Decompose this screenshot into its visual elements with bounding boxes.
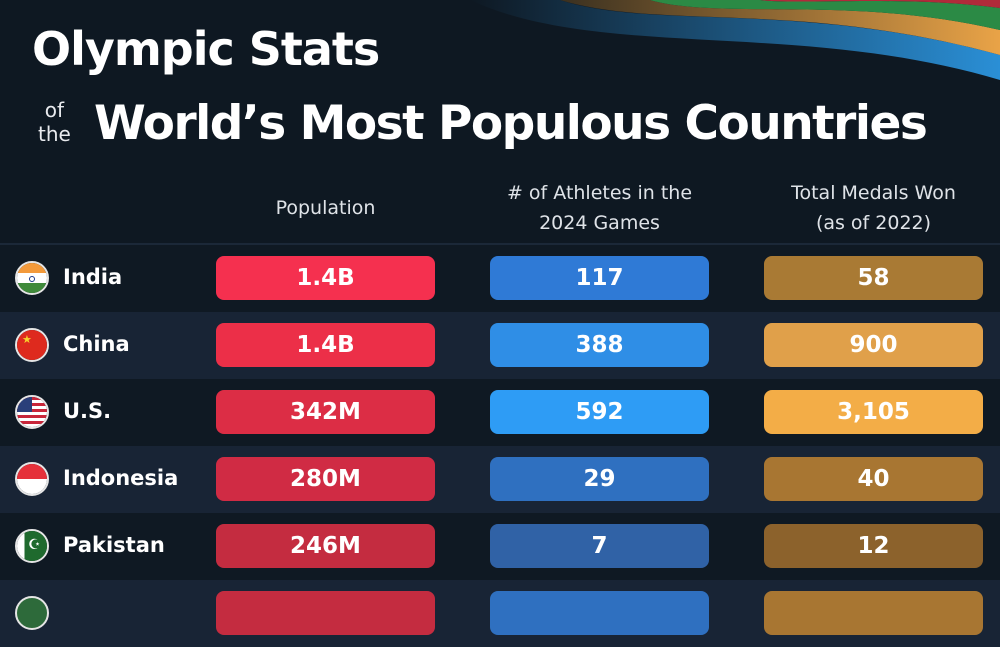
country-name: China	[63, 332, 130, 356]
value-pill	[216, 591, 435, 635]
column-header-line: (as of 2022)	[815, 212, 932, 234]
athletes-value: 29	[490, 457, 709, 501]
medals-value: 40	[764, 457, 983, 501]
flag-icon: ☪	[15, 529, 49, 563]
table-row: ☪ Pakistan 246M 7 12	[0, 513, 1000, 580]
medals-value: 900	[764, 323, 983, 367]
table-row: ★ China 1.4B 388 900	[0, 312, 1000, 379]
country-name: U.S.	[63, 399, 112, 423]
column-header-line: 2024 Games	[539, 212, 660, 234]
flag-icon	[15, 395, 49, 429]
table-row: Indonesia 280M 29 40	[0, 446, 1000, 513]
flag-icon: ★	[15, 328, 49, 362]
country-name: Indonesia	[63, 466, 179, 490]
value-pill	[490, 591, 709, 635]
population-value: 1.4B	[216, 256, 435, 300]
column-header-line: Total Medals Won	[791, 182, 956, 204]
column-header: Total Medals Won (as of 2022)	[764, 178, 983, 238]
column-header-line: Population	[275, 197, 376, 219]
header-divider	[0, 243, 1000, 245]
country-name: India	[63, 265, 123, 289]
table-row-partial	[0, 580, 1000, 647]
title-line-2: World’s Most Populous Countries	[94, 96, 928, 151]
flag-icon	[15, 462, 49, 496]
population-value: 246M	[216, 524, 435, 568]
flag-icon	[15, 261, 49, 295]
athletes-value: 592	[490, 390, 709, 434]
country-name: Pakistan	[63, 533, 165, 557]
population-value: 280M	[216, 457, 435, 501]
population-value: 342M	[216, 390, 435, 434]
flag-icon	[15, 596, 49, 630]
medals-value: 3,105	[764, 390, 983, 434]
value-pill	[764, 591, 983, 635]
title-of-the: of the	[38, 98, 71, 146]
athletes-value: 117	[490, 256, 709, 300]
table-row: India 1.4B 117 58	[0, 245, 1000, 312]
population-value: 1.4B	[216, 323, 435, 367]
athletes-value: 388	[490, 323, 709, 367]
olympic-ribbon-decoration	[470, 0, 1000, 80]
column-header: Population	[216, 193, 435, 223]
athletes-value: 7	[490, 524, 709, 568]
column-header: # of Athletes in the 2024 Games	[490, 178, 709, 238]
table-row: U.S. 342M 592 3,105	[0, 379, 1000, 446]
medals-value: 58	[764, 256, 983, 300]
title-line-1: Olympic Stats	[32, 22, 380, 76]
medals-value: 12	[764, 524, 983, 568]
column-header-line: # of Athletes in the	[506, 182, 693, 204]
